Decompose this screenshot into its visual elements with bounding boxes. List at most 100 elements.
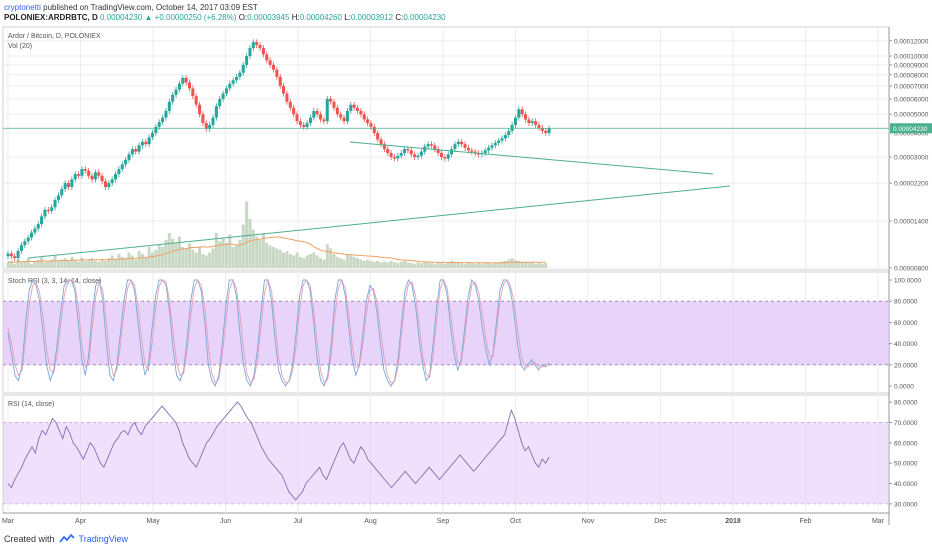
candle xyxy=(248,48,252,57)
volume-bar xyxy=(416,262,420,268)
volume-bar xyxy=(429,263,433,268)
candle xyxy=(534,121,538,125)
candle xyxy=(26,237,30,242)
candle xyxy=(463,144,467,148)
candle xyxy=(19,245,23,251)
x-tick-label: Nov xyxy=(582,518,595,525)
volume-bar xyxy=(241,224,245,268)
stoch-series-1 xyxy=(7,278,550,384)
stoch-band xyxy=(3,301,889,365)
candle xyxy=(530,121,534,124)
candle xyxy=(238,72,242,77)
volume-bar xyxy=(16,259,20,268)
volume-bar xyxy=(510,258,514,268)
candle xyxy=(63,183,67,190)
volume-bar xyxy=(63,258,67,268)
candle xyxy=(503,135,507,139)
volume-bar xyxy=(325,244,329,268)
stoch-y-tick-label: 20.0000 xyxy=(894,362,918,369)
y-tick-label: 0.00007000 xyxy=(894,83,929,90)
candle xyxy=(154,126,158,133)
volume-bar xyxy=(497,263,501,268)
volume-bar xyxy=(134,259,138,268)
volume-bar xyxy=(440,263,444,268)
volume-bar xyxy=(167,233,171,268)
volume-bar xyxy=(211,248,215,268)
volume-bar xyxy=(40,257,44,268)
candle xyxy=(386,149,390,153)
candle xyxy=(473,151,477,153)
candle xyxy=(258,45,262,49)
created-with-text: Created with xyxy=(4,534,55,544)
volume-bar xyxy=(382,261,386,268)
volume-bar xyxy=(255,236,259,268)
high-label: H: xyxy=(291,13,300,22)
candle xyxy=(355,107,360,111)
volume-bar xyxy=(530,262,534,268)
y-tick-label: 0.00005000 xyxy=(894,112,929,119)
candle xyxy=(302,124,306,127)
volume-bar xyxy=(114,259,118,268)
candle xyxy=(547,128,551,133)
volume-bar xyxy=(140,254,144,268)
candle xyxy=(90,175,94,180)
volume-bar xyxy=(191,249,195,268)
volume-bar xyxy=(483,262,487,268)
volume-bar xyxy=(396,263,400,268)
volume-bar xyxy=(322,259,326,268)
candle xyxy=(140,141,144,146)
candle xyxy=(305,123,309,127)
candle xyxy=(13,256,17,259)
stoch-y-tick-label: 100.0000 xyxy=(894,278,921,285)
candle xyxy=(198,104,202,115)
candle xyxy=(235,76,239,81)
volume-bar xyxy=(184,248,188,268)
candle xyxy=(426,144,430,147)
y-tick-label: 0.00003000 xyxy=(894,155,929,162)
volume-bar xyxy=(275,248,279,268)
candle xyxy=(295,114,299,122)
volume-bar xyxy=(520,262,524,268)
volume-bar xyxy=(90,258,94,268)
candle xyxy=(339,114,343,118)
volume-bar xyxy=(493,262,497,268)
volume-bar xyxy=(463,263,467,268)
volume-bar xyxy=(201,254,205,268)
stoch-y-tick-label: 0.0000 xyxy=(894,384,914,391)
volume-bar xyxy=(544,263,548,268)
candle xyxy=(60,189,64,196)
candle xyxy=(134,149,138,152)
candle xyxy=(130,149,134,155)
publish-text: published on TradingView.com, October 14… xyxy=(43,3,258,12)
y-tick-label: 0.00006000 xyxy=(894,96,929,103)
rsi-series-0 xyxy=(7,401,550,501)
rsi-y-tick-label: 30.0000 xyxy=(894,501,918,508)
volume-bar xyxy=(369,261,373,268)
volume-bar xyxy=(154,249,158,268)
volume-bar xyxy=(228,234,232,268)
price-change: ▲ +0.00000250 (+6.28%) xyxy=(144,13,237,22)
candle xyxy=(369,123,373,127)
volume-bar xyxy=(433,263,437,268)
y-tick-label: 0.00012000 xyxy=(894,38,929,45)
volume-bar xyxy=(413,263,417,268)
candle xyxy=(433,145,437,150)
volume-bar xyxy=(117,254,121,268)
candle xyxy=(53,199,57,208)
rsi-band xyxy=(3,422,889,504)
candle xyxy=(36,224,40,229)
candle xyxy=(298,121,302,125)
volume-bar xyxy=(251,229,255,268)
volume-bar xyxy=(268,245,272,268)
candle xyxy=(56,195,60,200)
candle xyxy=(493,142,497,146)
candle xyxy=(30,232,34,238)
volume-bar xyxy=(80,257,84,268)
candle xyxy=(352,104,356,108)
candle xyxy=(16,250,20,259)
volume-bar xyxy=(298,256,302,268)
low-value: 0.00003912 xyxy=(350,13,394,22)
tradingview-brand[interactable]: TradingView xyxy=(78,534,129,544)
author-link[interactable]: cryptonetti xyxy=(4,3,41,12)
